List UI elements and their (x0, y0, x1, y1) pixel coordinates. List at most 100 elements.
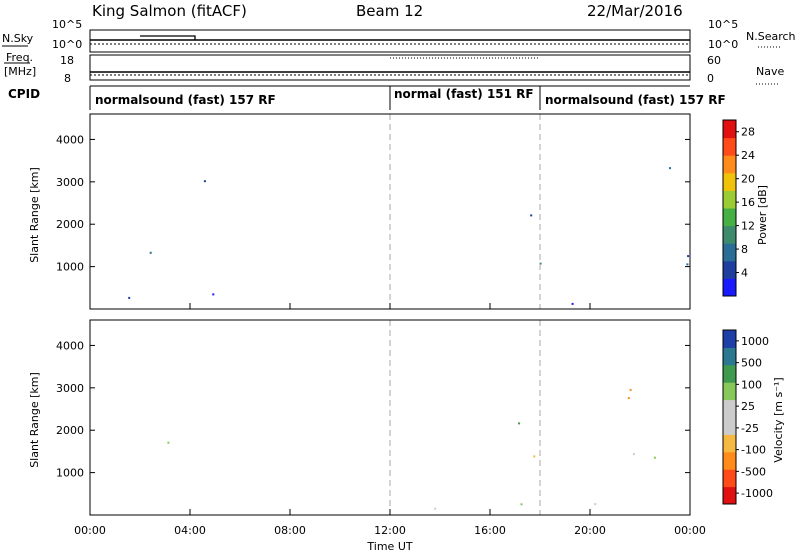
nsearch-tick-bottom: 10^0 (708, 38, 738, 51)
colorbar-swatch (723, 155, 736, 174)
data-cell (571, 302, 574, 305)
velocity-colorbar: 1000 500 100 25 -25 -100 -500 -1000 (722, 329, 773, 505)
nave-label: Nave (756, 65, 784, 78)
power-colorbar: 4 8 12 16 20 24 28 (722, 119, 755, 297)
colorbar-swatch (723, 364, 736, 383)
data-cell (669, 167, 671, 170)
velocity-y-ticks: 1000 2000 3000 4000 (56, 339, 690, 480)
cpid-panel: CPID normalsound (fast) 157 RF normal (f… (8, 85, 726, 110)
data-cell (518, 422, 521, 425)
colorbar-tick-label: 16 (741, 196, 755, 209)
cpid-segment-3: normalsound (fast) 157 RF (545, 93, 726, 107)
y-tick-label: 4000 (56, 133, 84, 146)
data-cell (653, 456, 656, 459)
colorbar-frame (722, 329, 737, 505)
data-cell (212, 293, 215, 296)
nsearch-label: N.Search (746, 30, 796, 43)
x-tick-label: 16:00 (474, 524, 506, 537)
y-tick-label: 4000 (56, 339, 84, 352)
colorbar-tick-label: -500 (741, 465, 766, 478)
data-cell (434, 507, 437, 510)
colorbar-tick-label: 500 (741, 357, 762, 370)
data-cell (627, 397, 630, 400)
colorbar-tick-label: 100 (741, 378, 762, 391)
colorbar-swatch (723, 137, 736, 156)
power-panel: 1000 2000 3000 4000 Slant Range [km] (28, 113, 691, 310)
data-cell (167, 441, 170, 444)
colorbar-tick-label: -1000 (741, 487, 773, 500)
colorbar-swatch (723, 434, 736, 453)
power-y-ticks: 1000 2000 3000 4000 (56, 133, 690, 274)
y-tick-label: 1000 (56, 467, 84, 480)
colorbar-tick-label: -100 (741, 444, 766, 457)
cpid-segment-2: normal (fast) 151 RF (394, 87, 534, 101)
colorbar-tick-label: 28 (741, 126, 755, 139)
colorbar-tick-label: 4 (741, 267, 748, 280)
colorbar-swatch (723, 330, 736, 348)
freq-label-line1: Freq. (6, 51, 33, 64)
colorbar-swatch (723, 347, 736, 366)
y-tick-label: 1000 (56, 261, 84, 274)
colorbar-tick-label: 8 (741, 243, 748, 256)
colorbar-swatch (723, 243, 736, 262)
data-cell (629, 388, 632, 391)
nsky-label: N.Sky (2, 32, 34, 45)
cpid-segment-1: normalsound (fast) 157 RF (95, 93, 276, 107)
x-tick-label: 12:00 (374, 524, 406, 537)
colorbar-swatch (723, 225, 736, 244)
nave-tick-bottom: 0 (707, 72, 714, 85)
date-title: 22/Mar/2016 (587, 2, 683, 20)
colorbar-swatch (723, 382, 736, 401)
velocity-data-cells (167, 320, 656, 515)
colorbar-swatch (723, 451, 736, 470)
colorbar-swatch (723, 469, 736, 488)
data-cell (687, 255, 690, 258)
colorbar-swatch (723, 208, 736, 227)
power-colorbar-label: Power [dB] (756, 185, 769, 245)
freq-tick-top: 18 (60, 54, 74, 67)
colorbar-frame (722, 119, 737, 297)
colorbar-swatch (723, 278, 736, 297)
colorbar-swatch (723, 172, 736, 191)
nsky-tick-bottom: 10^0 (52, 38, 82, 51)
colorbar-tick-label: 12 (741, 220, 755, 233)
y-tick-label: 3000 (56, 176, 84, 189)
nave-tick-top: 60 (707, 54, 721, 67)
colorbar-tick-label: 20 (741, 173, 755, 186)
colorbar-swatch (723, 120, 736, 139)
data-cell (539, 262, 542, 265)
time-axis: 00:00 04:00 08:00 12:00 16:00 20:00 00:00 (74, 303, 706, 537)
y-tick-label: 3000 (56, 382, 84, 395)
data-cell (203, 180, 206, 183)
data-cell (594, 503, 597, 506)
x-axis-label: Time UT (366, 540, 412, 553)
x-tick-label: 00:00 (674, 524, 706, 537)
y-tick-label: 2000 (56, 218, 84, 231)
beam-title: Beam 12 (356, 2, 423, 20)
data-cell (632, 453, 635, 456)
data-cell (128, 296, 131, 299)
x-tick-label: 00:00 (74, 524, 106, 537)
colorbar-swatch (723, 486, 736, 505)
cpid-label: CPID (8, 87, 40, 101)
x-tick-label: 20:00 (574, 524, 606, 537)
power-data-cells (128, 114, 690, 309)
nsearch-tick-top: 10^5 (708, 18, 738, 31)
velocity-panel: 1000 2000 3000 4000 Slant Range [km] (28, 319, 691, 516)
velocity-colorbar-label: Velocity [m s⁻¹] (772, 377, 785, 462)
colorbar-swatch (723, 399, 736, 418)
data-cell (530, 214, 533, 217)
colorbar-swatch (723, 190, 736, 209)
power-y-axis-label: Slant Range [km] (28, 167, 41, 263)
data-cell (520, 503, 523, 506)
freq-label-line2: [MHz] (4, 65, 36, 78)
colorbar-tick-label: 25 (741, 400, 755, 413)
colorbar-tick-label: 1000 (741, 335, 769, 348)
x-tick-label: 04:00 (174, 524, 206, 537)
station-title: King Salmon (fitACF) (92, 2, 247, 20)
velocity-y-axis-label: Slant Range [km] (28, 372, 41, 468)
colorbar-swatch (723, 417, 736, 435)
nsky-panel: N.Sky 10^5 10^0 10^5 10^0 N.Search (2, 18, 796, 53)
